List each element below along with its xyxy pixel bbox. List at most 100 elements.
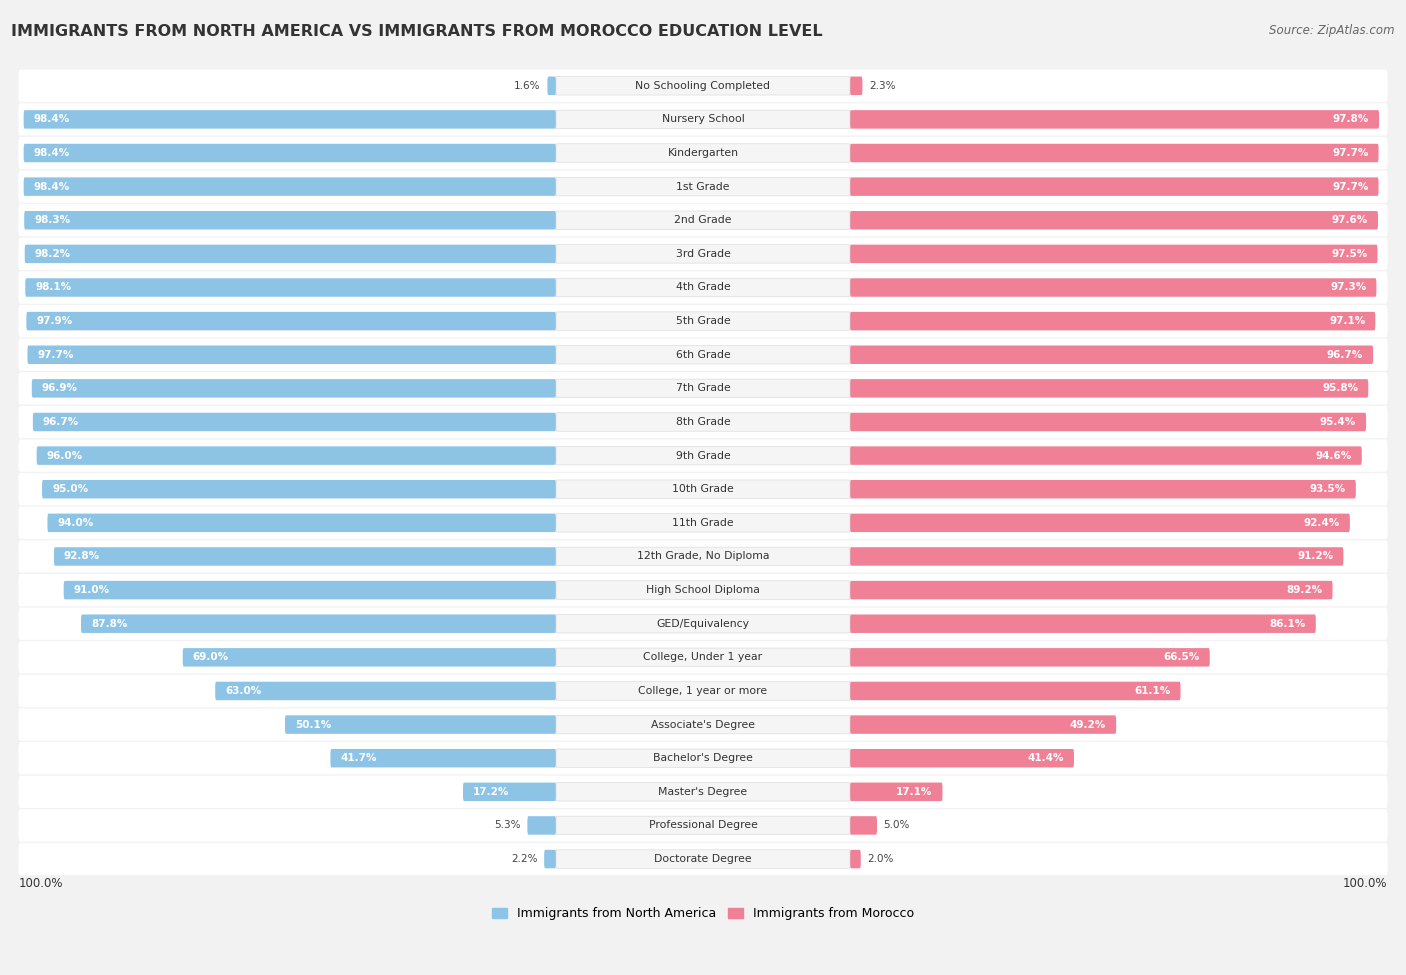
- FancyBboxPatch shape: [18, 372, 1388, 405]
- FancyBboxPatch shape: [851, 245, 1378, 263]
- Text: 97.7%: 97.7%: [1331, 181, 1368, 192]
- FancyBboxPatch shape: [42, 480, 555, 498]
- Text: 89.2%: 89.2%: [1286, 585, 1323, 595]
- Text: Kindergarten: Kindergarten: [668, 148, 738, 158]
- FancyBboxPatch shape: [18, 305, 1388, 337]
- FancyBboxPatch shape: [851, 76, 862, 95]
- FancyBboxPatch shape: [851, 110, 1379, 129]
- FancyBboxPatch shape: [18, 607, 1388, 640]
- FancyBboxPatch shape: [48, 514, 555, 532]
- FancyBboxPatch shape: [555, 211, 851, 229]
- Text: High School Diploma: High School Diploma: [647, 585, 759, 595]
- Text: 49.2%: 49.2%: [1070, 720, 1107, 729]
- FancyBboxPatch shape: [18, 809, 1388, 841]
- FancyBboxPatch shape: [555, 716, 851, 734]
- Text: 97.7%: 97.7%: [1331, 148, 1368, 158]
- FancyBboxPatch shape: [18, 574, 1388, 606]
- Text: 17.2%: 17.2%: [472, 787, 509, 797]
- FancyBboxPatch shape: [555, 816, 851, 835]
- Text: Nursery School: Nursery School: [662, 114, 744, 125]
- Text: 94.6%: 94.6%: [1316, 450, 1351, 460]
- FancyBboxPatch shape: [555, 143, 851, 162]
- FancyBboxPatch shape: [851, 614, 1316, 633]
- FancyBboxPatch shape: [555, 783, 851, 801]
- Text: 50.1%: 50.1%: [295, 720, 332, 729]
- FancyBboxPatch shape: [555, 245, 851, 263]
- FancyBboxPatch shape: [24, 177, 555, 196]
- FancyBboxPatch shape: [851, 682, 1181, 700]
- FancyBboxPatch shape: [547, 76, 555, 95]
- Text: 2.2%: 2.2%: [510, 854, 537, 864]
- FancyBboxPatch shape: [82, 614, 555, 633]
- FancyBboxPatch shape: [32, 412, 555, 431]
- FancyBboxPatch shape: [18, 776, 1388, 808]
- FancyBboxPatch shape: [851, 177, 1378, 196]
- Text: Associate's Degree: Associate's Degree: [651, 720, 755, 729]
- Text: 97.9%: 97.9%: [37, 316, 73, 326]
- Text: 97.5%: 97.5%: [1331, 249, 1368, 259]
- FancyBboxPatch shape: [18, 440, 1388, 472]
- FancyBboxPatch shape: [851, 716, 1116, 734]
- FancyBboxPatch shape: [24, 143, 555, 162]
- FancyBboxPatch shape: [28, 345, 555, 364]
- Text: 91.0%: 91.0%: [73, 585, 110, 595]
- FancyBboxPatch shape: [18, 642, 1388, 674]
- Text: No Schooling Completed: No Schooling Completed: [636, 81, 770, 91]
- Text: 97.7%: 97.7%: [38, 350, 75, 360]
- FancyBboxPatch shape: [285, 716, 555, 734]
- Text: Bachelor's Degree: Bachelor's Degree: [652, 754, 754, 763]
- Text: 7th Grade: 7th Grade: [676, 383, 730, 393]
- Text: Professional Degree: Professional Degree: [648, 820, 758, 831]
- Text: 63.0%: 63.0%: [225, 686, 262, 696]
- FancyBboxPatch shape: [527, 816, 555, 835]
- FancyBboxPatch shape: [555, 110, 851, 129]
- Text: 3rd Grade: 3rd Grade: [675, 249, 731, 259]
- Text: 1st Grade: 1st Grade: [676, 181, 730, 192]
- Text: 95.0%: 95.0%: [52, 485, 89, 494]
- Text: 98.4%: 98.4%: [34, 148, 70, 158]
- Text: 91.2%: 91.2%: [1298, 552, 1333, 562]
- FancyBboxPatch shape: [851, 547, 1343, 565]
- FancyBboxPatch shape: [18, 271, 1388, 303]
- Text: 98.4%: 98.4%: [34, 181, 70, 192]
- Text: 10th Grade: 10th Grade: [672, 485, 734, 494]
- FancyBboxPatch shape: [555, 581, 851, 600]
- FancyBboxPatch shape: [851, 648, 1209, 667]
- FancyBboxPatch shape: [18, 540, 1388, 572]
- Text: 6th Grade: 6th Grade: [676, 350, 730, 360]
- FancyBboxPatch shape: [18, 171, 1388, 203]
- FancyBboxPatch shape: [851, 581, 1333, 600]
- FancyBboxPatch shape: [555, 514, 851, 532]
- FancyBboxPatch shape: [851, 816, 877, 835]
- Legend: Immigrants from North America, Immigrants from Morocco: Immigrants from North America, Immigrant…: [486, 902, 920, 925]
- FancyBboxPatch shape: [24, 110, 555, 129]
- Text: Master's Degree: Master's Degree: [658, 787, 748, 797]
- FancyBboxPatch shape: [555, 547, 851, 565]
- Text: 92.8%: 92.8%: [65, 552, 100, 562]
- Text: GED/Equivalency: GED/Equivalency: [657, 619, 749, 629]
- FancyBboxPatch shape: [555, 345, 851, 364]
- FancyBboxPatch shape: [555, 614, 851, 633]
- FancyBboxPatch shape: [851, 783, 942, 801]
- FancyBboxPatch shape: [18, 136, 1388, 169]
- FancyBboxPatch shape: [555, 648, 851, 667]
- FancyBboxPatch shape: [544, 850, 555, 869]
- Text: 41.4%: 41.4%: [1028, 754, 1064, 763]
- FancyBboxPatch shape: [555, 682, 851, 700]
- FancyBboxPatch shape: [25, 245, 555, 263]
- FancyBboxPatch shape: [18, 507, 1388, 539]
- Text: 98.1%: 98.1%: [35, 283, 72, 292]
- Text: 96.9%: 96.9%: [42, 383, 77, 393]
- FancyBboxPatch shape: [555, 412, 851, 431]
- FancyBboxPatch shape: [18, 338, 1388, 370]
- FancyBboxPatch shape: [851, 211, 1378, 229]
- Text: 5.0%: 5.0%: [884, 820, 910, 831]
- FancyBboxPatch shape: [555, 312, 851, 331]
- Text: 4th Grade: 4th Grade: [676, 283, 730, 292]
- Text: 8th Grade: 8th Grade: [676, 417, 730, 427]
- FancyBboxPatch shape: [18, 742, 1388, 774]
- Text: 96.7%: 96.7%: [42, 417, 79, 427]
- Text: 94.0%: 94.0%: [58, 518, 94, 527]
- Text: 95.8%: 95.8%: [1322, 383, 1358, 393]
- FancyBboxPatch shape: [18, 238, 1388, 270]
